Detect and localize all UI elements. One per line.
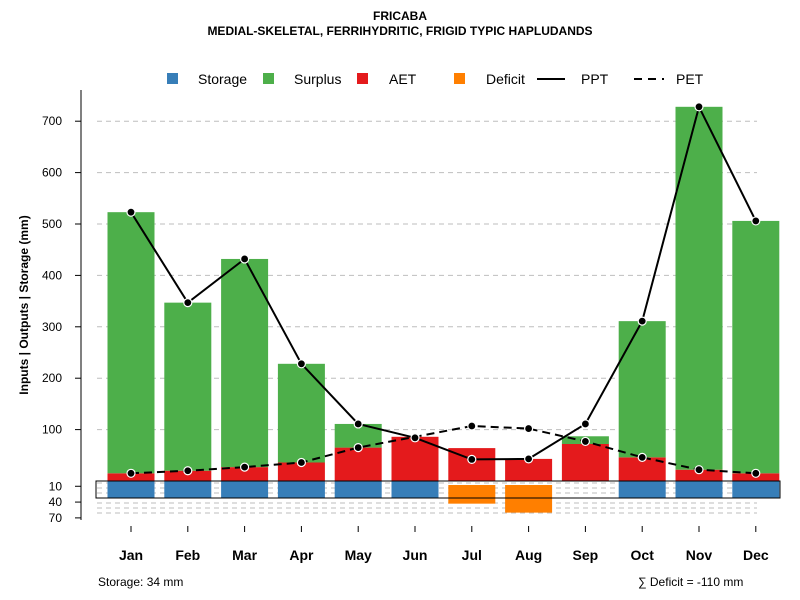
deficit-bar <box>448 485 496 504</box>
ppt-point <box>410 433 420 443</box>
aet-bar <box>334 447 382 481</box>
aet-bar <box>505 458 553 481</box>
ppt-point <box>240 254 250 264</box>
storage-bar <box>277 481 325 498</box>
x-tick-label: May <box>345 547 372 563</box>
aet-bar <box>164 470 212 481</box>
ppt-point <box>183 298 193 308</box>
surplus-bar <box>618 321 666 458</box>
storage-bar <box>391 481 439 498</box>
storage-note: Storage: 34 mm <box>98 575 184 589</box>
pet-point <box>183 466 193 476</box>
pet-point <box>126 468 136 478</box>
legend-swatch-aet <box>357 73 368 84</box>
y-tick-label: 40 <box>49 495 63 509</box>
x-tick-label: Jun <box>403 547 428 563</box>
y-tick-label: 700 <box>42 114 62 128</box>
x-tick-label: Oct <box>631 547 655 563</box>
y-axis-label: Inputs | Outputs | Storage (mm) <box>17 215 31 394</box>
aet-bar <box>675 469 723 481</box>
deficit-bar <box>505 485 553 513</box>
pet-point <box>694 465 704 475</box>
storage-bar <box>675 481 723 498</box>
storage-bar <box>618 481 666 498</box>
legend-label-deficit: Deficit <box>486 71 525 87</box>
legend-swatch-surplus <box>263 73 274 84</box>
x-tick-label: Sep <box>573 547 599 563</box>
aet-bar <box>277 462 325 481</box>
ppt-point <box>126 207 136 217</box>
ppt-point <box>296 359 306 369</box>
legend-label-storage: Storage <box>198 71 247 87</box>
legend-label-ppt: PPT <box>581 71 609 87</box>
x-tick-label: Mar <box>232 547 257 563</box>
chart-title: FRICABA <box>373 9 427 23</box>
pet-point <box>580 436 591 447</box>
y-tick-label: 400 <box>42 268 62 282</box>
ppt-point <box>353 419 363 429</box>
y-tick-label: 300 <box>42 320 62 334</box>
aet-bar <box>618 457 666 481</box>
y-tick-label: 500 <box>42 217 62 231</box>
ppt-point <box>467 454 477 465</box>
surplus-bar <box>221 258 269 468</box>
x-tick-label: Jan <box>119 547 143 563</box>
pet-point <box>637 452 647 462</box>
pet-point <box>353 442 363 453</box>
legend-swatch-deficit <box>454 73 465 84</box>
surplus-bar <box>107 212 155 474</box>
y-tick-label: 200 <box>42 371 62 385</box>
ppt-point <box>694 102 704 112</box>
ppt-series-line <box>130 103 757 461</box>
y-tick-label: 600 <box>42 166 62 180</box>
pet-point <box>751 468 761 478</box>
deficit-total-note: ∑ Deficit = -110 mm <box>638 575 744 589</box>
legend-label-pet: PET <box>676 71 704 87</box>
ppt-point <box>751 216 761 226</box>
storage-bar <box>732 481 780 498</box>
x-tick-label: Feb <box>175 547 200 563</box>
legend-swatch-storage <box>167 73 178 84</box>
ppt-point <box>580 419 591 429</box>
x-tick-label: Nov <box>686 547 713 563</box>
legend-label-aet: AET <box>389 71 417 87</box>
pet-series-line <box>130 424 756 475</box>
aet-bar <box>561 443 609 481</box>
legend-label-surplus: Surplus <box>294 71 341 87</box>
ppt-point <box>637 316 647 326</box>
surplus-bar <box>732 220 780 474</box>
chart-subtitle: MEDIAL-SKELETAL, FERRIHYDRITIC, FRIGID T… <box>207 24 593 38</box>
x-tick-label: Apr <box>289 547 314 563</box>
pet-point <box>467 421 477 431</box>
storage-band-outline <box>95 480 781 499</box>
y-tick-label: 70 <box>49 511 63 525</box>
surplus-bar <box>675 106 723 470</box>
storage-bar <box>334 481 382 498</box>
x-tick-label: Aug <box>515 547 542 563</box>
ppt-point <box>523 454 534 464</box>
storage-bar <box>107 481 155 498</box>
pet-point <box>296 457 306 468</box>
pet-point <box>523 423 534 434</box>
y-tick-label: 10 <box>49 479 63 493</box>
y-tick-label: 100 <box>42 423 62 437</box>
surplus-bar <box>164 302 212 471</box>
x-tick-label: Jul <box>462 547 482 563</box>
pet-point <box>240 462 250 472</box>
surplus-bar <box>334 423 382 448</box>
x-tick-label: Dec <box>743 547 769 563</box>
surplus-bar <box>277 363 325 463</box>
storage-bar <box>221 481 269 498</box>
aet-bar <box>221 467 269 481</box>
storage-bar <box>164 481 212 498</box>
